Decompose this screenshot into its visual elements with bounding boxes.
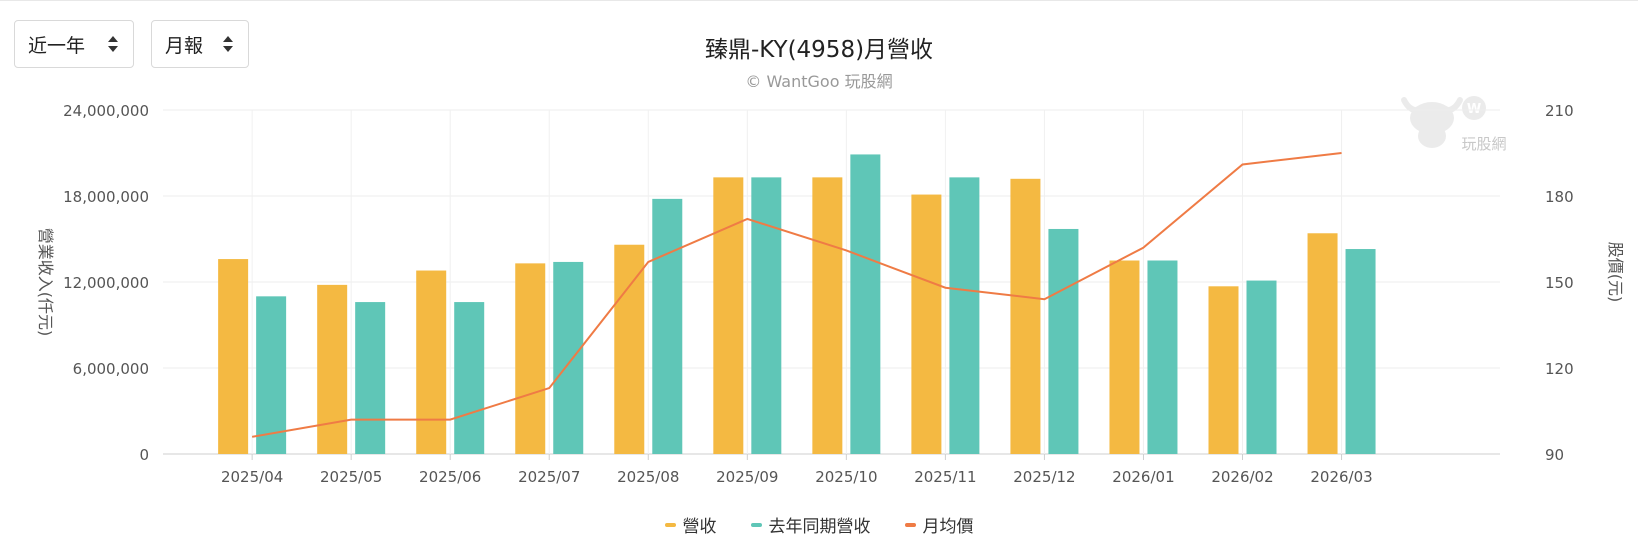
- x-axis-tick-label: 2025/10: [815, 468, 877, 486]
- legend-item[interactable]: 營收: [664, 512, 717, 537]
- report-type-select-label: 月報: [165, 34, 204, 57]
- period-select-label: 近一年: [28, 34, 86, 57]
- y-axis-tick-label: 12,000,000: [63, 274, 149, 292]
- legend-swatch: [750, 522, 762, 527]
- x-axis-tick-label: 2025/11: [914, 468, 976, 486]
- revenue-bar: [614, 244, 645, 454]
- period-select[interactable]: 近一年: [14, 20, 134, 68]
- chart-subtitle: © WantGoo 玩股網: [745, 72, 893, 91]
- y-axis-title: 營業收入(仟元): [36, 228, 55, 337]
- last-year-revenue-bar: [1246, 280, 1277, 454]
- legend-label: 營收: [682, 517, 717, 537]
- sort-arrows-icon: [108, 36, 118, 52]
- x-axis-tick-label: 2025/07: [518, 468, 580, 486]
- y2-axis-tick-label: 210: [1545, 102, 1574, 120]
- chart-legend: 營收 去年同期營收 月均價: [0, 512, 1638, 537]
- revenue-bar: [515, 263, 546, 454]
- last-year-revenue-bar: [454, 302, 485, 454]
- last-year-revenue-bar: [850, 154, 881, 454]
- x-axis-tick-label: 2025/05: [320, 468, 382, 486]
- chart-title: 臻鼎-KY(4958)月營收: [704, 37, 934, 63]
- watermark-text: 玩股網: [1461, 135, 1506, 153]
- avg-price-line: [251, 152, 1342, 438]
- last-year-revenue-bar: [949, 177, 980, 454]
- y-axis-tick-label: 0: [139, 446, 149, 464]
- revenue-bar: [713, 177, 744, 454]
- x-axis-tick-label: 2025/09: [716, 468, 778, 486]
- y2-axis-title: 股價(元): [1606, 242, 1625, 303]
- last-year-revenue-bar: [751, 177, 782, 454]
- x-axis-tick-label: 2025/04: [221, 468, 283, 486]
- x-axis-tick-label: 2025/06: [419, 468, 481, 486]
- y2-axis-tick-label: 150: [1545, 274, 1574, 292]
- revenue-bar: [218, 259, 249, 454]
- sort-arrows-icon: [223, 36, 233, 52]
- last-year-revenue-bar: [652, 198, 683, 454]
- last-year-revenue-bar: [1048, 228, 1079, 454]
- legend-swatch: [904, 522, 916, 527]
- x-axis-tick-label: 2025/08: [617, 468, 679, 486]
- legend-label: 月均價: [922, 517, 974, 537]
- last-year-revenue-bar: [355, 302, 386, 454]
- y2-axis-tick-label: 90: [1545, 446, 1564, 464]
- legend-label: 去年同期營收: [768, 517, 871, 537]
- revenue-bar: [911, 194, 942, 455]
- revenue-bar: [416, 270, 447, 454]
- top-border: [0, 0, 1638, 1]
- wantgoo-watermark-logo: W 玩股網: [1401, 96, 1507, 153]
- last-year-revenue-bar: [256, 296, 287, 454]
- y-axis-tick-label: 18,000,000: [63, 188, 149, 206]
- revenue-bar: [1208, 286, 1239, 454]
- revenue-bar: [1010, 178, 1041, 455]
- last-year-revenue-bar: [1345, 249, 1376, 454]
- revenue-bar: [317, 284, 348, 454]
- last-year-revenue-bar: [1147, 260, 1178, 454]
- y2-axis-tick-label: 120: [1545, 360, 1574, 378]
- legend-item[interactable]: 去年同期營收: [750, 512, 871, 537]
- revenue-bar: [1109, 260, 1140, 454]
- y2-axis-tick-label: 180: [1545, 188, 1574, 206]
- x-axis-tick-label: 2026/02: [1211, 468, 1273, 486]
- revenue-bar: [812, 177, 843, 454]
- x-axis-tick-label: 2026/03: [1310, 468, 1372, 486]
- last-year-revenue-bar: [553, 261, 584, 454]
- y-axis-tick-label: 6,000,000: [73, 360, 149, 378]
- revenue-chart: W 玩股網 0 90 6,000,000 120 12,000,000 150 18,000…: [36, 96, 1625, 486]
- legend-item[interactable]: 月均價: [904, 512, 974, 537]
- x-axis-tick-label: 2026/01: [1112, 468, 1174, 486]
- report-type-select[interactable]: 月報: [151, 20, 249, 68]
- y-axis-tick-label: 24,000,000: [63, 102, 149, 120]
- x-axis-tick-label: 2025/12: [1013, 468, 1075, 486]
- legend-swatch: [664, 522, 676, 527]
- revenue-bar: [1307, 233, 1338, 454]
